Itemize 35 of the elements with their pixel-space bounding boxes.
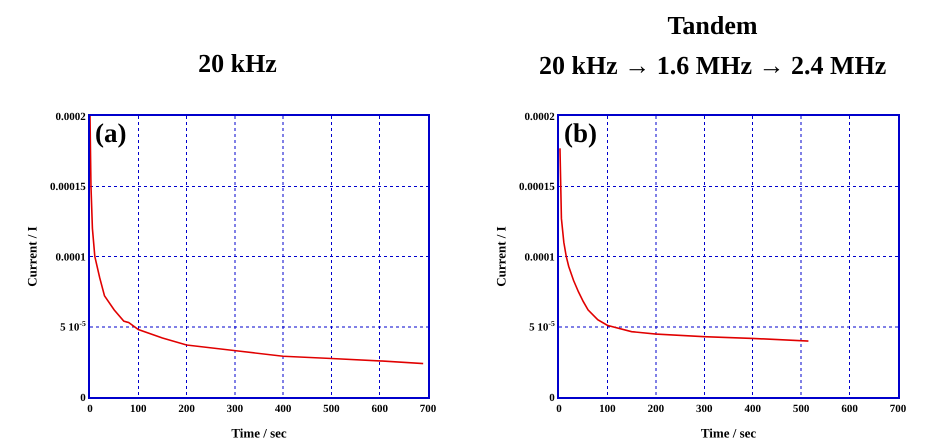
y-axis-title: Current / I xyxy=(24,226,40,287)
x-axis-title: Time / sec xyxy=(700,425,756,440)
x-tick-label: 700 xyxy=(890,403,907,416)
x-axis-title: Time / sec xyxy=(231,425,287,440)
x-tick-label: 200 xyxy=(648,403,665,416)
x-tick-label: 500 xyxy=(792,403,810,416)
y-tick-label: 0 xyxy=(549,392,556,404)
chart-title: 20 kHz xyxy=(198,49,277,78)
y-tick-label: 5 10$^{-5}$ xyxy=(60,318,86,334)
y-tick-label: 0.00015 xyxy=(50,181,86,194)
annotation: (b) xyxy=(564,118,597,148)
x-tick-label: 700 xyxy=(420,403,437,416)
y-tick-label: 0.0002 xyxy=(524,110,556,123)
x-tick-label: 500 xyxy=(323,403,340,416)
x-tick-label: 300 xyxy=(696,403,714,416)
x-tick-label: 400 xyxy=(274,403,292,416)
line-series xyxy=(90,116,424,364)
line-series xyxy=(559,148,810,342)
y-axis-title: Current / I xyxy=(494,226,508,287)
chart-title: Tandem xyxy=(667,11,758,40)
y-tick-label: 0.0001 xyxy=(56,251,86,264)
y-tick-label: 0 xyxy=(80,392,86,404)
x-tick-label: 600 xyxy=(841,403,858,416)
x-tick-label: 400 xyxy=(744,403,762,416)
x-tick-label: 200 xyxy=(178,403,196,416)
x-tick-label: 600 xyxy=(371,403,388,416)
annotation: (a) xyxy=(95,118,126,148)
y-tick-label: 5 10$^{-5}$ xyxy=(529,318,555,334)
x-tick-label: 300 xyxy=(226,403,244,416)
y-tick-label: 0.0002 xyxy=(56,110,86,123)
y-tick-label: 0.00015 xyxy=(519,181,556,194)
x-tick-label: 100 xyxy=(130,403,148,416)
x-tick-label: 100 xyxy=(599,403,616,416)
y-tick-label: 0.0001 xyxy=(524,251,555,264)
chart-subtitle: 20 kHz → 1.6 MHz → 2.4 MHz xyxy=(539,51,886,80)
